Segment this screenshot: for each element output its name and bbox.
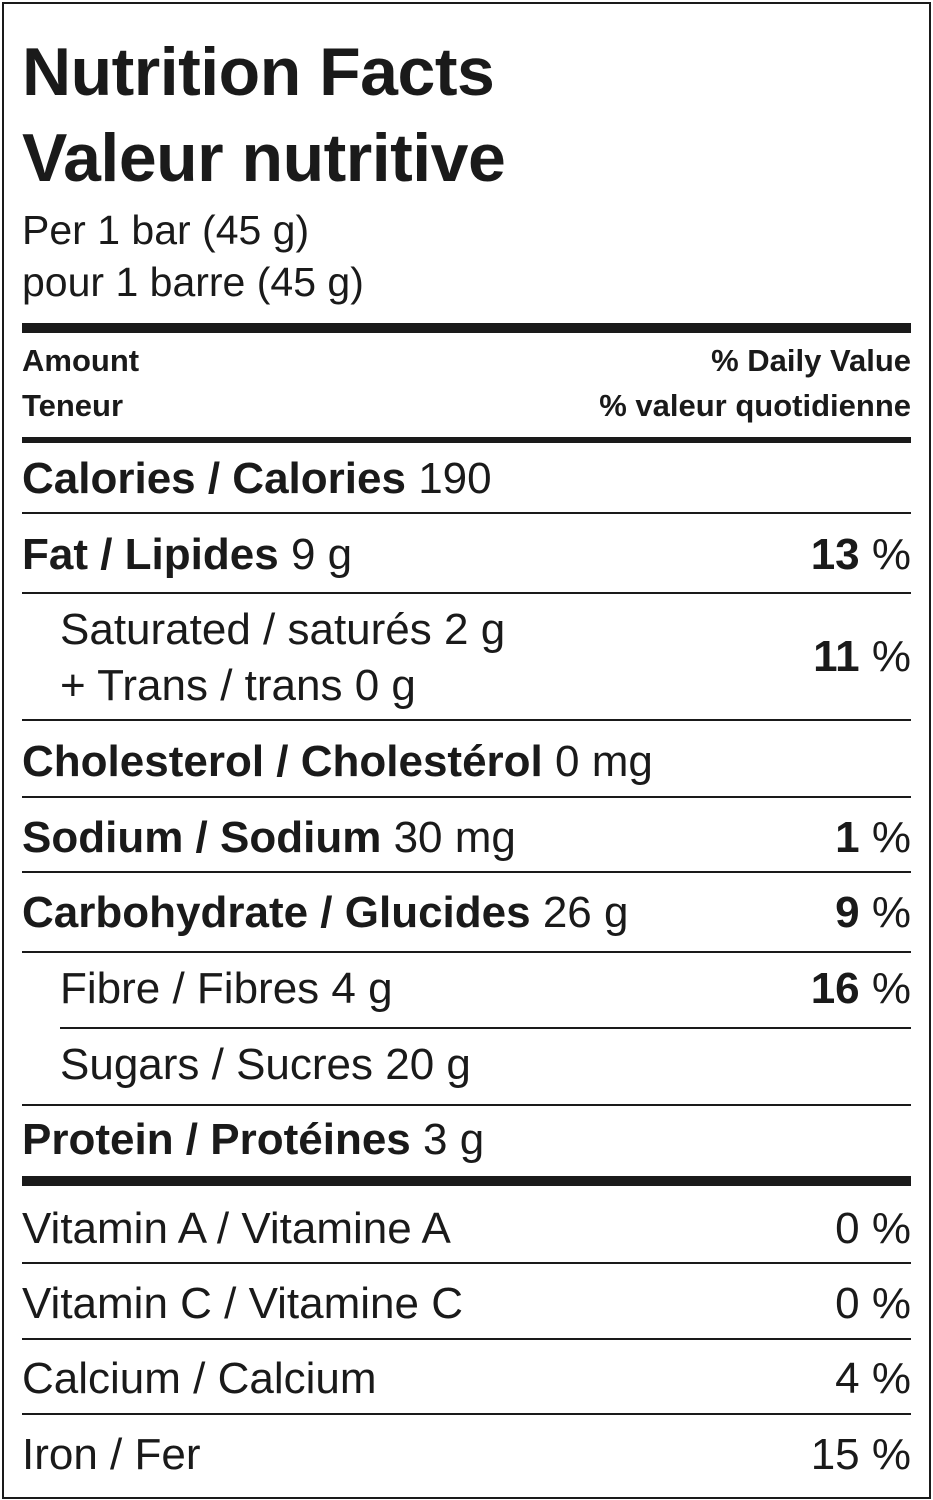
divider bbox=[22, 592, 911, 594]
daily-value: 15 % bbox=[810, 1430, 911, 1479]
dv-header-fr: % valeur quotidienne bbox=[599, 388, 911, 423]
nutrient-amount: 26 g bbox=[542, 888, 629, 937]
divider bbox=[22, 1338, 911, 1340]
serving-fr: pour 1 barre (45 g) bbox=[22, 259, 364, 305]
vitamin-row-iron: Iron / Fer 15 % bbox=[22, 1433, 911, 1477]
divider bbox=[22, 1413, 911, 1415]
divider bbox=[22, 796, 911, 798]
nutrient-label: + Trans / trans bbox=[60, 661, 343, 710]
divider bbox=[22, 719, 911, 721]
nutrient-amount: 2 g bbox=[444, 605, 506, 654]
vitamin-row-a: Vitamin A / Vitamine A 0 % bbox=[22, 1207, 911, 1251]
calories-value: 190 bbox=[418, 454, 492, 503]
nutrient-label: Saturated / saturés bbox=[60, 605, 432, 654]
nutrient-amount: 4 g bbox=[331, 964, 393, 1013]
nutrient-label: Cholesterol / Cholestérol bbox=[22, 737, 543, 786]
daily-value: 9 % bbox=[835, 888, 911, 937]
nutrient-row-cholesterol: Cholesterol / Cholestérol 0 mg bbox=[22, 740, 911, 784]
nutrient-label: Protein / Protéines bbox=[22, 1115, 411, 1164]
calories-row: Calories / Calories 190 bbox=[22, 457, 911, 501]
vitamin-label: Vitamin A / Vitamine A bbox=[22, 1204, 451, 1253]
nutrient-amount: 0 mg bbox=[555, 737, 653, 786]
serving-en: Per 1 bar (45 g) bbox=[22, 207, 310, 253]
divider bbox=[22, 1262, 911, 1264]
vitamin-label: Iron / Fer bbox=[22, 1430, 201, 1479]
divider bbox=[22, 512, 911, 514]
title-en: Nutrition Facts bbox=[22, 34, 495, 110]
medium-divider bbox=[22, 437, 911, 443]
daily-value: 4 % bbox=[835, 1354, 911, 1403]
amount-header-fr: Teneur bbox=[22, 388, 124, 423]
nutrient-row-fat: Fat / Lipides 9 g 13 % bbox=[22, 533, 911, 577]
nutrient-row-fibre: Fibre / Fibres 4 g 16 % bbox=[60, 967, 911, 1011]
calories-label: Calories / Calories bbox=[22, 454, 406, 503]
daily-value: 16 % bbox=[810, 964, 911, 1013]
nutrient-label: Sodium / Sodium bbox=[22, 813, 382, 862]
title-fr: Valeur nutritive bbox=[22, 120, 506, 196]
vitamin-row-c: Vitamin C / Vitamine C 0 % bbox=[22, 1282, 911, 1326]
nutrient-amount: 3 g bbox=[423, 1115, 485, 1164]
divider bbox=[22, 951, 911, 953]
amount-header-en: Amount bbox=[22, 343, 140, 378]
dv-header-en: % Daily Value bbox=[711, 343, 911, 378]
nutrient-amount: 20 g bbox=[385, 1040, 471, 1089]
nutrient-amount: 9 g bbox=[290, 530, 353, 579]
nutrient-row-sodium: Sodium / Sodium 30 mg 1 % bbox=[22, 816, 911, 860]
daily-value: 0 % bbox=[835, 1279, 911, 1328]
nutrient-row-sugars: Sugars / Sucres 20 g bbox=[60, 1043, 911, 1087]
daily-value: 0 % bbox=[835, 1204, 911, 1253]
nutrient-amount: 30 mg bbox=[393, 813, 516, 862]
vitamin-label: Vitamin C / Vitamine C bbox=[22, 1279, 463, 1328]
daily-value: 13 % bbox=[810, 530, 911, 579]
nutrient-label: Sugars / Sucres bbox=[60, 1040, 374, 1089]
daily-value: 11 % bbox=[813, 632, 911, 681]
nutrient-label: Carbohydrate / Glucides bbox=[22, 888, 531, 937]
daily-value: 1 % bbox=[835, 813, 911, 862]
divider bbox=[22, 1104, 911, 1106]
thick-divider bbox=[22, 323, 911, 333]
thick-divider bbox=[22, 1176, 911, 1186]
nutrient-amount: 0 g bbox=[354, 661, 416, 710]
divider bbox=[60, 1027, 911, 1029]
nutrient-row-saturated-trans: Saturated / saturés 2 g + Trans / trans … bbox=[60, 608, 911, 708]
vitamin-row-calcium: Calcium / Calcium 4 % bbox=[22, 1357, 911, 1401]
nutrient-row-carbohydrate: Carbohydrate / Glucides 26 g 9 % bbox=[22, 891, 911, 935]
nutrient-label: Fat / Lipides bbox=[22, 530, 279, 579]
nutrient-label: Fibre / Fibres bbox=[60, 964, 320, 1013]
divider bbox=[22, 871, 911, 873]
vitamin-label: Calcium / Calcium bbox=[22, 1354, 377, 1403]
nutrient-row-protein: Protein / Protéines 3 g bbox=[22, 1118, 911, 1162]
